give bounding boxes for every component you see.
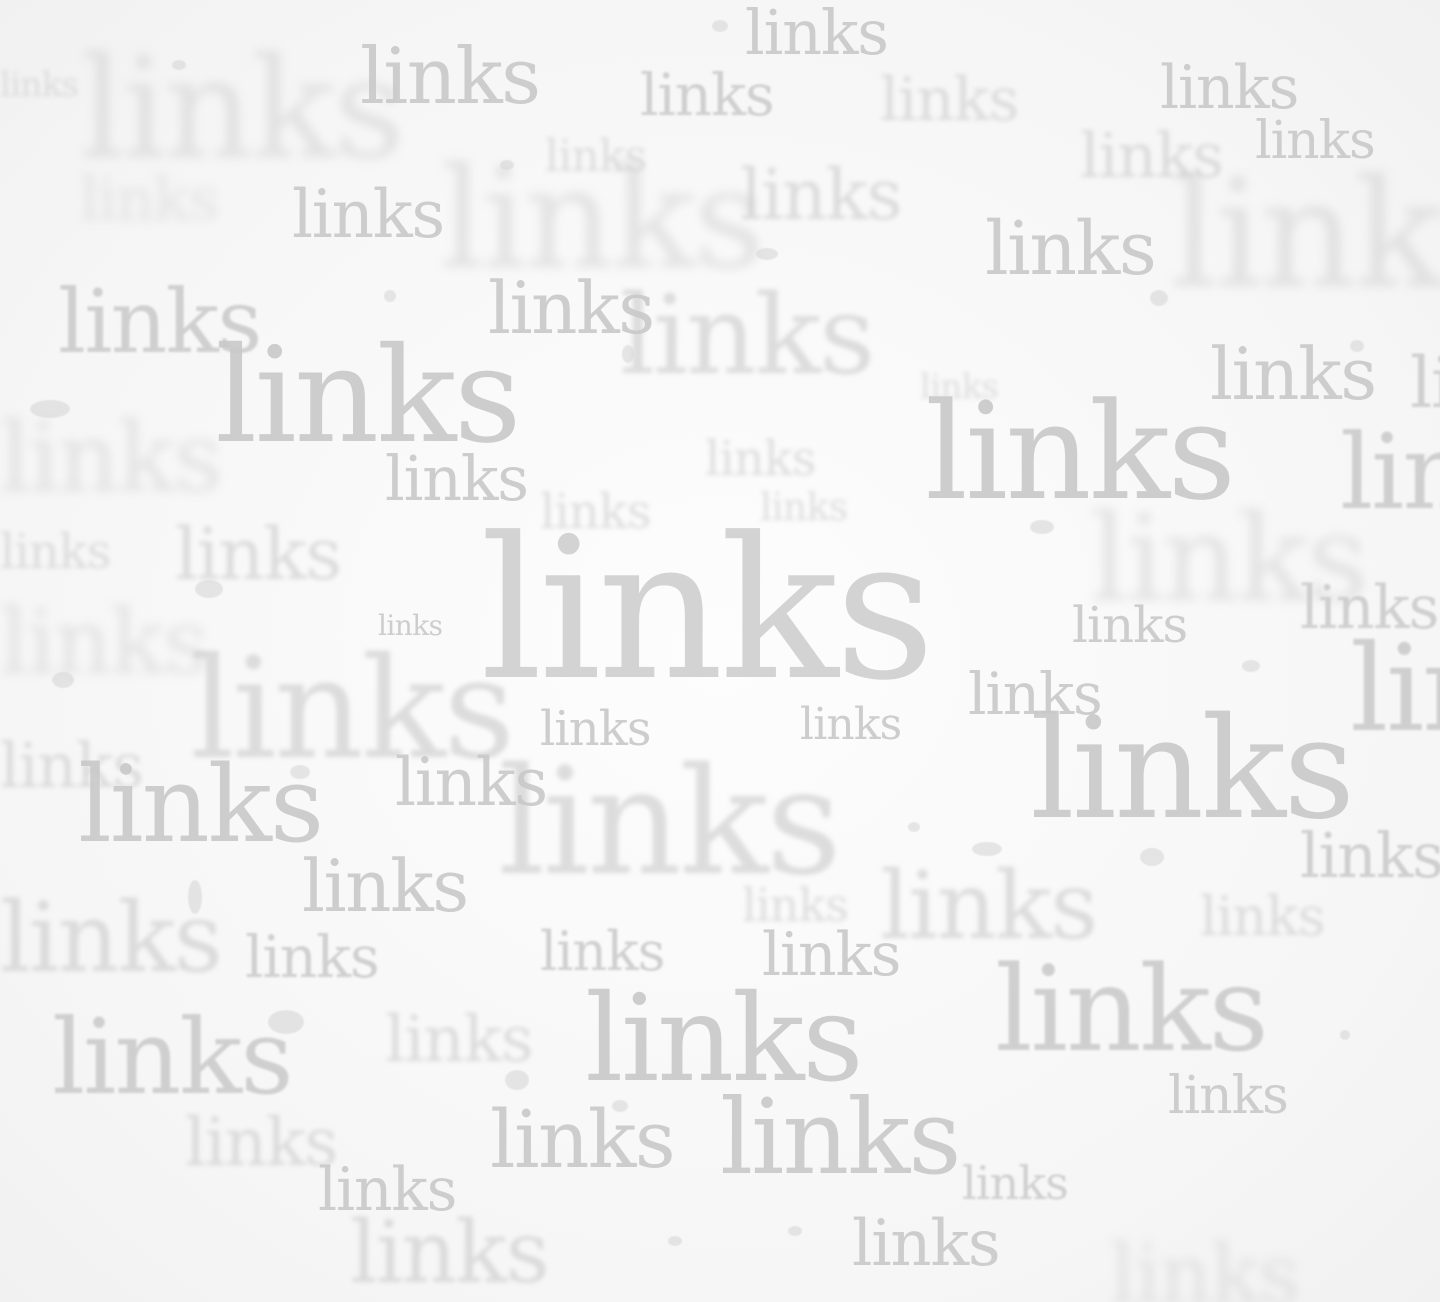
background-word: links	[640, 61, 775, 129]
droplet	[612, 1100, 628, 1112]
background-word: links	[540, 920, 665, 983]
droplet	[195, 580, 223, 598]
droplet	[172, 60, 186, 70]
background-word-focal: links	[480, 496, 935, 724]
background-word: links	[740, 154, 903, 236]
background-word: links	[0, 524, 112, 580]
background-word: links	[52, 996, 294, 1118]
droplet	[1150, 290, 1168, 306]
background-word: links	[962, 1156, 1069, 1210]
background-word: links	[880, 852, 1098, 961]
background-word: links	[620, 271, 876, 399]
droplet	[788, 1226, 802, 1236]
droplet	[908, 822, 920, 832]
background-word: links	[705, 431, 817, 487]
background-word: links	[490, 1093, 676, 1186]
background-word: links	[0, 590, 209, 695]
background-word: links	[0, 65, 79, 105]
background-word: links	[498, 736, 842, 908]
droplet	[500, 160, 514, 170]
background-word: links	[585, 970, 864, 1109]
background-word: links	[385, 1003, 534, 1077]
background-word: links	[1168, 1066, 1289, 1126]
droplet	[290, 765, 310, 779]
background-word: links	[440, 138, 765, 301]
background-word: links	[488, 266, 655, 350]
background-word: links	[302, 844, 469, 928]
background-word: links	[0, 882, 223, 994]
droplet	[188, 880, 202, 914]
droplet	[756, 248, 778, 260]
background-word: links	[742, 878, 849, 932]
background-word: links	[245, 923, 380, 991]
droplet	[668, 1236, 682, 1246]
droplet	[505, 1070, 529, 1090]
background-word: links	[920, 367, 999, 407]
background-word: links	[1340, 411, 1440, 533]
background-word: links	[378, 609, 443, 642]
droplet	[1030, 520, 1054, 534]
background-word: links	[1170, 148, 1440, 322]
background-word: links	[1080, 119, 1224, 192]
droplet	[1242, 660, 1260, 672]
background-word: links	[1200, 885, 1325, 948]
background-word: links	[762, 920, 901, 990]
background-word: links	[360, 32, 541, 122]
background-word: links	[1210, 332, 1377, 416]
background-word: links	[58, 270, 262, 373]
background-word: links	[540, 484, 652, 540]
background-word: links	[540, 701, 652, 757]
droplet	[712, 20, 728, 32]
background-word: links	[745, 0, 889, 69]
droplet	[268, 1010, 304, 1034]
background-word: links	[1090, 490, 1369, 629]
background-word: links	[995, 940, 1269, 1078]
droplet	[384, 290, 396, 302]
droplet	[972, 842, 1002, 856]
background-word: links	[1110, 1228, 1300, 1302]
background-word: links	[1160, 53, 1299, 123]
droplet	[30, 400, 70, 418]
background-word: links	[1255, 111, 1376, 171]
background-word: links	[1350, 620, 1440, 759]
background-word: links	[925, 374, 1236, 530]
background-word: links	[318, 1155, 457, 1225]
background-word: links	[395, 744, 548, 821]
background-word: links	[1300, 573, 1439, 643]
background-word: links	[0, 402, 223, 514]
background-word: links	[0, 729, 144, 802]
droplet	[1140, 848, 1164, 866]
background-word: links	[985, 206, 1157, 292]
background-word: links	[1072, 596, 1188, 654]
background-word: links	[292, 176, 445, 253]
droplet	[1350, 340, 1364, 352]
background-word: links	[968, 660, 1103, 728]
background-word: links	[1410, 342, 1440, 424]
background-word: links	[545, 131, 647, 182]
background-word: links	[215, 319, 522, 473]
background-word: links	[880, 65, 1019, 135]
background-word: links	[80, 28, 405, 191]
droplet	[52, 672, 74, 688]
background-word: links	[852, 1207, 1001, 1281]
droplet	[1340, 1030, 1350, 1040]
droplet	[622, 345, 634, 363]
background-word: links	[720, 1076, 962, 1198]
background-word: links	[78, 743, 324, 866]
background-word: links	[1030, 688, 1355, 851]
background-word: links	[185, 1104, 338, 1181]
background-word: links	[800, 699, 902, 750]
background-word: links	[80, 165, 219, 235]
background-word: links	[175, 512, 342, 596]
background-word: links	[760, 485, 848, 529]
background-word: links	[385, 442, 529, 515]
background-word: links	[190, 628, 515, 791]
background-word: links	[1300, 819, 1440, 892]
background-word: links	[350, 1203, 550, 1302]
